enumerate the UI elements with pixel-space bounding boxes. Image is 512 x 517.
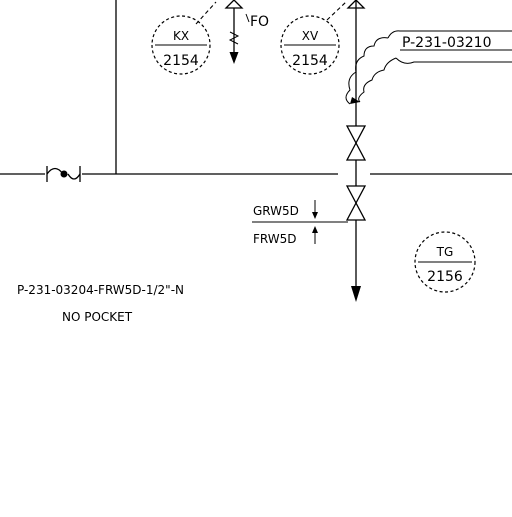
spectacle-blind-icon	[46, 166, 81, 182]
xv-signal-line	[326, 1, 347, 21]
note-line-1: P-231-03204-FRW5D-1/2"-N	[17, 283, 184, 297]
line-label: P-231-03210	[402, 35, 492, 51]
kx-actuator-icon	[224, 0, 244, 9]
instrument-bubble-kx	[151, 15, 211, 75]
fo-tick	[245, 13, 250, 23]
spec-break-arrows-icon	[312, 200, 318, 244]
kx-arrow-icon	[229, 52, 239, 64]
instrument-tag-kx: KX	[173, 29, 189, 43]
gate-valve-icon	[345, 125, 367, 161]
kx-spring-icon	[228, 31, 240, 45]
instrument-tag-tg: TG	[436, 245, 454, 259]
instrument-tag-xv: XV	[302, 29, 319, 43]
kx-signal-line	[195, 1, 217, 25]
valve-note-fo: FO	[250, 14, 269, 30]
note-line-2: NO POCKET	[62, 310, 133, 324]
callout-arrow-icon	[350, 97, 360, 104]
instrument-number-kx: 2154	[163, 53, 199, 69]
flow-arrow-icon	[351, 286, 361, 302]
drain-valve-icon	[345, 185, 367, 221]
instrument-number-tg: 2156	[427, 269, 463, 285]
drain-label-top: GRW5D	[253, 204, 299, 218]
instrument-number-xv: 2154	[292, 53, 328, 69]
instrument-bubble-xv	[280, 15, 340, 75]
xv-actuator-icon	[346, 0, 366, 9]
line-callout	[345, 30, 512, 105]
instrument-bubble-tg	[414, 231, 476, 293]
drain-label-bottom: FRW5D	[253, 232, 297, 246]
